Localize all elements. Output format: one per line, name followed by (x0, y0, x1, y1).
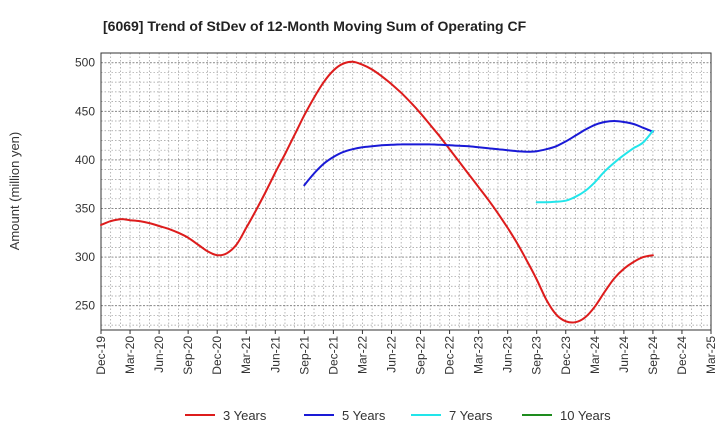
x-tick-label: Mar-22 (355, 336, 369, 374)
x-tick-label: Mar-25 (704, 336, 718, 374)
x-tick-label: Mar-21 (239, 336, 253, 374)
y-tick-label: 250 (75, 299, 95, 313)
series-line-5-years (303, 120, 654, 187)
plot-area: 250 300 350 400 450 500 Dec-19 Mar-20 Jun-20 Sep-… (75, 52, 718, 375)
x-tick-label: Jun-24 (617, 336, 631, 373)
x-tick-label: Sep-20 (181, 336, 195, 375)
x-tick-label: Dec-24 (675, 336, 689, 375)
legend-label: 7 Years (449, 408, 493, 423)
legend: 3 Years 5 Years 7 Years 10 Years (185, 408, 611, 423)
series-line-7-years (535, 129, 654, 204)
x-tick-label: Jun-21 (268, 336, 282, 373)
x-tick-label: Sep-23 (530, 336, 544, 375)
legend-label: 10 Years (560, 408, 611, 423)
x-tick-label: Sep-24 (646, 336, 660, 375)
series-line-3-years (100, 60, 654, 324)
x-tick-label: Mar-24 (588, 336, 602, 374)
x-tick-label: Dec-19 (94, 336, 108, 375)
x-tick-label: Dec-22 (443, 336, 457, 375)
legend-label: 5 Years (342, 408, 386, 423)
chart-title: [6069] Trend of StDev of 12-Month Moving… (103, 18, 527, 34)
y-tick-label: 300 (75, 250, 95, 264)
x-tick-label: Mar-23 (472, 336, 486, 374)
plot-frame (100, 52, 712, 331)
y-tick-label: 400 (75, 153, 95, 167)
x-tick-label: Jun-23 (501, 336, 515, 373)
x-tick-label: Dec-23 (559, 336, 573, 375)
legend-label: 3 Years (223, 408, 267, 423)
x-tick-label: Dec-20 (210, 336, 224, 375)
x-tick-label: Sep-21 (297, 336, 311, 375)
x-tick-label: Jun-20 (152, 336, 166, 373)
x-tick-label: Jun-22 (384, 336, 398, 373)
x-tick-label: Dec-21 (326, 336, 340, 375)
x-tick-label: Sep-22 (414, 336, 428, 375)
y-tick-label: 350 (75, 202, 95, 216)
x-tick-label: Mar-20 (123, 336, 137, 374)
y-axis-label: Amount (million yen) (7, 132, 22, 251)
y-tick-label: 500 (75, 56, 95, 70)
y-tick-label: 450 (75, 104, 95, 118)
